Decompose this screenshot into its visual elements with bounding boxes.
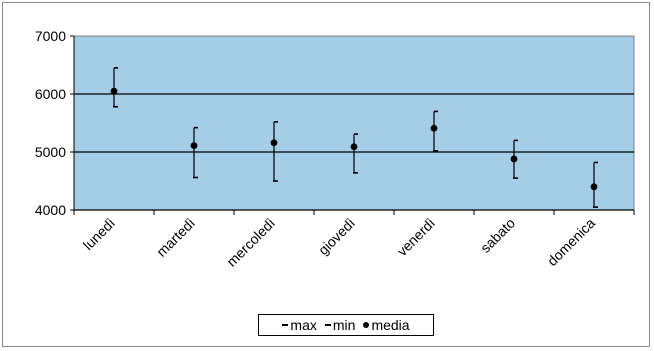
x-tick-label: lunedì <box>80 215 118 253</box>
y-tick-label: 7000 <box>35 28 66 44</box>
min-marker-icon <box>324 324 331 326</box>
media-point <box>110 87 118 95</box>
media-point <box>350 143 358 151</box>
legend-label-media: media <box>371 317 410 333</box>
data-marks <box>110 67 598 208</box>
y-tick-label: 5000 <box>35 144 66 160</box>
media-point <box>510 155 518 163</box>
x-tick-label: mercoledì <box>223 215 278 270</box>
legend-label-max: max <box>290 317 317 333</box>
media-point <box>430 124 438 132</box>
legend-item-min: min <box>324 317 356 333</box>
legend-item-max: max <box>282 317 317 333</box>
media-marker-icon <box>363 322 370 328</box>
x-tick-label: sabato <box>477 215 518 256</box>
y-tick-label: 6000 <box>35 86 66 102</box>
x-tick-label: giovedì <box>315 215 358 258</box>
media-point <box>590 183 598 191</box>
axes <box>70 35 635 215</box>
media-point <box>270 139 278 147</box>
x-tick-label: venerdì <box>394 215 438 259</box>
x-tick-label: martedì <box>153 215 198 260</box>
media-point <box>190 142 198 150</box>
legend: max min media <box>258 314 434 336</box>
legend-label-min: min <box>332 317 356 333</box>
plot-area <box>73 35 635 211</box>
legend-item-media: media <box>363 317 410 333</box>
x-tick-label: domenica <box>544 215 598 269</box>
y-tick-label: 4000 <box>35 202 66 218</box>
max-marker-icon <box>282 324 289 326</box>
